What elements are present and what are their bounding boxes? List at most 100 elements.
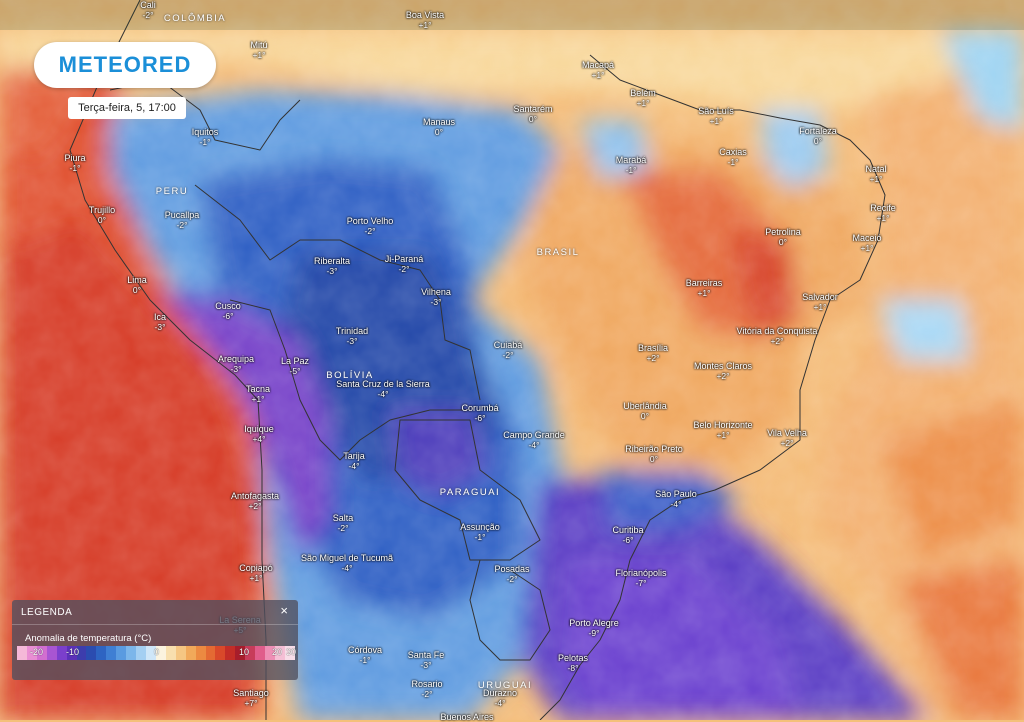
city-marker[interactable]: Arequipa -3°	[218, 354, 254, 374]
city-name: São Paulo	[655, 489, 697, 499]
city-marker[interactable]: Florianópolis -7°	[615, 568, 666, 588]
city-marker[interactable]: Porto Alegre -9°	[569, 618, 619, 638]
city-name: Pucallpa	[164, 210, 200, 220]
city-anomaly-value: +1°	[709, 116, 723, 126]
city-marker[interactable]: São Luís +1°	[698, 106, 734, 126]
city-marker[interactable]: Mitú +1°	[250, 40, 267, 60]
city-marker[interactable]: Durazno -4°	[483, 688, 517, 708]
city-marker[interactable]: Rosario -2°	[411, 679, 442, 699]
city-marker[interactable]: Trujillo 0°	[89, 205, 115, 225]
meteored-logo: METEORED	[58, 52, 192, 77]
city-anomaly-value: -1°	[199, 137, 211, 147]
city-marker[interactable]: Maceió +1°	[852, 233, 881, 253]
city-marker[interactable]: Fortaleza 0°	[799, 126, 837, 146]
city-marker[interactable]: Curitiba -6°	[612, 525, 643, 545]
city-marker[interactable]: Porto Velho -2°	[347, 216, 394, 236]
city-name: Rosario	[411, 679, 443, 689]
city-marker[interactable]: Recife +1°	[870, 203, 896, 223]
city-marker[interactable]: Pelotas -8°	[558, 653, 588, 673]
city-name: Natal	[865, 164, 887, 174]
city-marker[interactable]: Petrolina 0°	[765, 227, 801, 247]
city-anomaly-value: 0°	[132, 285, 142, 295]
city-marker[interactable]: Salta -2°	[333, 513, 354, 533]
legend-color-swatch	[46, 646, 57, 660]
city-marker[interactable]: Tacna +1°	[246, 384, 270, 404]
city-marker[interactable]: Iquique +4°	[244, 424, 274, 444]
city-marker[interactable]: Piura -1°	[64, 153, 85, 173]
country-label: COLÔMBIA	[163, 13, 227, 24]
city-name: Vitória da Conquista	[736, 326, 818, 336]
city-marker[interactable]: Corumbá -6°	[461, 403, 498, 423]
city-marker[interactable]: Lima 0°	[127, 275, 147, 295]
legend-color-swatch	[106, 646, 117, 660]
city-marker[interactable]: Marabá -1°	[616, 155, 647, 175]
country-label: PARAGUAI	[439, 487, 501, 498]
legend-color-swatch	[96, 646, 107, 660]
city-marker[interactable]: Santarém 0°	[513, 104, 552, 124]
city-name: Vilhena	[421, 287, 451, 297]
legend-color-swatch	[235, 646, 246, 660]
city-marker[interactable]: Vilhena -3°	[421, 287, 451, 307]
city-anomaly-value: -2°	[364, 226, 376, 236]
city-name: Iquitos	[191, 127, 219, 137]
city-marker[interactable]: Cuiabá -2°	[494, 340, 523, 360]
legend-color-swatch	[66, 646, 77, 660]
city-marker[interactable]: Ji-Paraná -2°	[385, 254, 424, 274]
city-marker[interactable]: Buenos Aires	[440, 712, 493, 722]
city-marker[interactable]: Uberlândia 0°	[623, 401, 667, 421]
city-marker[interactable]: La Paz -5°	[281, 356, 309, 376]
city-marker[interactable]: Manaus 0°	[423, 117, 455, 137]
legend-color-swatch	[245, 646, 256, 660]
legend-panel: LEGENDA × Anomalia de temperatura (°C) -…	[12, 600, 298, 680]
city-anomaly-value: 0°	[640, 411, 650, 421]
city-anomaly-value: -2°	[506, 574, 518, 584]
city-anomaly-value: -1°	[727, 157, 739, 167]
city-marker[interactable]: Vitória da Conquista +2°	[737, 326, 818, 346]
city-marker[interactable]: Belo Horizonte +1°	[693, 420, 752, 440]
city-marker[interactable]: Vila Velha +2°	[767, 428, 807, 448]
close-icon[interactable]: ×	[280, 603, 288, 618]
forecast-time-label[interactable]: Terça-feira, 5, 17:00	[68, 97, 186, 119]
city-marker[interactable]: São Miguel de Tucumã -4°	[301, 553, 393, 573]
city-marker[interactable]: Córdova -1°	[348, 645, 382, 665]
city-marker[interactable]: Natal +1°	[865, 164, 886, 184]
borders	[69, 0, 886, 720]
city-marker[interactable]: Cali -2°	[140, 0, 156, 20]
city-marker[interactable]: Trinidad -3°	[336, 326, 368, 346]
city-anomaly-value: 0°	[528, 114, 538, 124]
city-marker[interactable]: Boa Vista +1°	[406, 10, 444, 30]
city-marker[interactable]: Riberalta -3°	[314, 256, 350, 276]
city-marker[interactable]: Salvador +1°	[802, 292, 838, 312]
city-marker[interactable]: Pucallpa -2°	[165, 210, 200, 230]
city-marker[interactable]: Iquitos -1°	[192, 127, 219, 147]
legend-color-swatch	[17, 646, 27, 660]
city-marker[interactable]: Copiapó +1°	[239, 563, 273, 583]
city-name: Salvador	[802, 292, 838, 302]
city-anomaly-value: -2°	[398, 264, 410, 274]
city-marker[interactable]: Belém +1°	[630, 88, 656, 108]
city-anomaly-value: -6°	[222, 311, 234, 321]
city-anomaly-value: -2°	[176, 220, 188, 230]
city-marker[interactable]: Santa Fe -3°	[408, 650, 445, 670]
city-marker[interactable]: Assunção -1°	[460, 522, 500, 542]
city-marker[interactable]: Macapá +1°	[582, 60, 614, 80]
city-marker[interactable]: São Paulo -4°	[655, 489, 697, 509]
city-name: Manaus	[422, 117, 456, 127]
city-marker[interactable]: Posadas -2°	[494, 564, 529, 584]
city-marker[interactable]: Antofagasta +2°	[231, 491, 279, 511]
city-marker[interactable]: Campo Grande -4°	[503, 430, 565, 450]
city-marker[interactable]: Ica -3°	[154, 312, 166, 332]
logo-card[interactable]: METEORED	[34, 42, 216, 88]
city-marker[interactable]: Santiago +7°	[233, 688, 269, 708]
city-marker[interactable]: Tarija -4°	[343, 451, 365, 471]
city-marker[interactable]: Cusco -6°	[215, 301, 241, 321]
city-marker[interactable]: Barreiras +1°	[686, 278, 723, 298]
city-marker[interactable]: Santa Cruz de la Sierra -4°	[336, 379, 430, 399]
legend-color-swatch	[225, 646, 236, 660]
legend-color-swatch	[274, 646, 285, 660]
city-marker[interactable]: Ribeirão Preto 0°	[625, 444, 683, 464]
city-marker[interactable]: Montes Claros +2°	[694, 361, 752, 381]
city-marker[interactable]: Caxias -1°	[719, 147, 747, 167]
city-marker[interactable]: Brasília +2°	[638, 343, 668, 363]
